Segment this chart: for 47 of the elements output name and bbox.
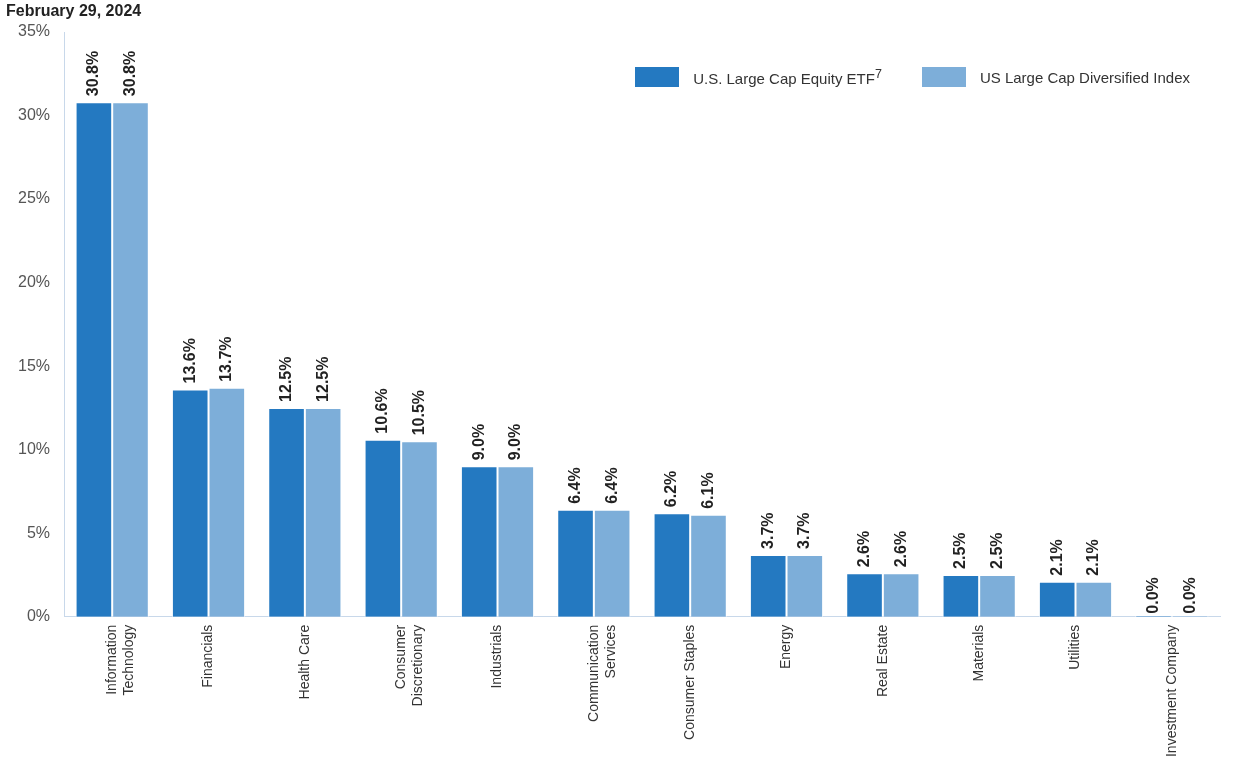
x-tick-label: Utilities [1066,624,1083,670]
y-tick-label: 10% [17,440,51,458]
y-tick-label: 5% [26,523,51,541]
data-label: 3.7% [795,512,813,549]
data-label: 10.5% [409,389,427,436]
data-label: 3.7% [758,512,776,549]
data-label: 9.0% [469,423,487,461]
data-label: 2.5% [951,532,969,569]
x-tick-label: Information Technology [103,624,136,696]
data-label: 12.5% [313,356,331,402]
x-tick-label: Materials [970,624,987,682]
y-tick-label: 15% [17,356,51,374]
data-label: 6.1% [698,472,716,509]
x-tick-label: Communication Services [584,624,618,722]
data-label: 10.6% [373,388,391,434]
data-label: 30.8% [120,50,138,97]
data-label: 6.4% [602,467,620,504]
x-tick-label: Health Care [295,624,312,700]
data-label: 13.6% [180,338,198,384]
data-label: 0.0% [1143,577,1161,614]
data-label: 12.5% [276,356,294,402]
data-label: 13.7% [217,336,235,382]
data-label: 0.0% [1180,577,1198,614]
data-label: 2.5% [987,532,1005,569]
x-tick-label: Energy [777,624,794,670]
x-tick-label: Investment Company [1162,624,1179,758]
x-tick-label: Real Estate [873,624,890,698]
data-label: 6.4% [565,467,583,504]
data-label: 2.1% [1084,539,1102,576]
data-label: 6.2% [662,470,680,508]
x-tick-label: Industrials [488,624,505,689]
y-tick-label: 20% [17,273,51,290]
data-label: 2.6% [891,530,909,568]
y-tick-label: 30% [17,105,51,123]
legend-label: U.S. Large Cap Equity ETF$^{7}$ [693,67,882,87]
data-label: 9.0% [506,423,524,461]
y-tick-label: 0% [26,607,51,625]
data-label: 30.8% [84,50,102,97]
data-label: 2.6% [854,530,872,568]
x-tick-label: Consumer Discretionary [392,624,425,707]
x-tick-label: Financials [199,624,216,688]
x-tick-label: Consumer Staples [681,624,698,740]
y-tick-label: 35% [17,22,51,40]
legend-label: US Large Cap Diversified Index [979,68,1190,86]
y-tick-label: 25% [17,189,51,207]
data-label: 2.1% [1047,539,1065,576]
chart-title: February 29, 2024 [6,2,142,20]
